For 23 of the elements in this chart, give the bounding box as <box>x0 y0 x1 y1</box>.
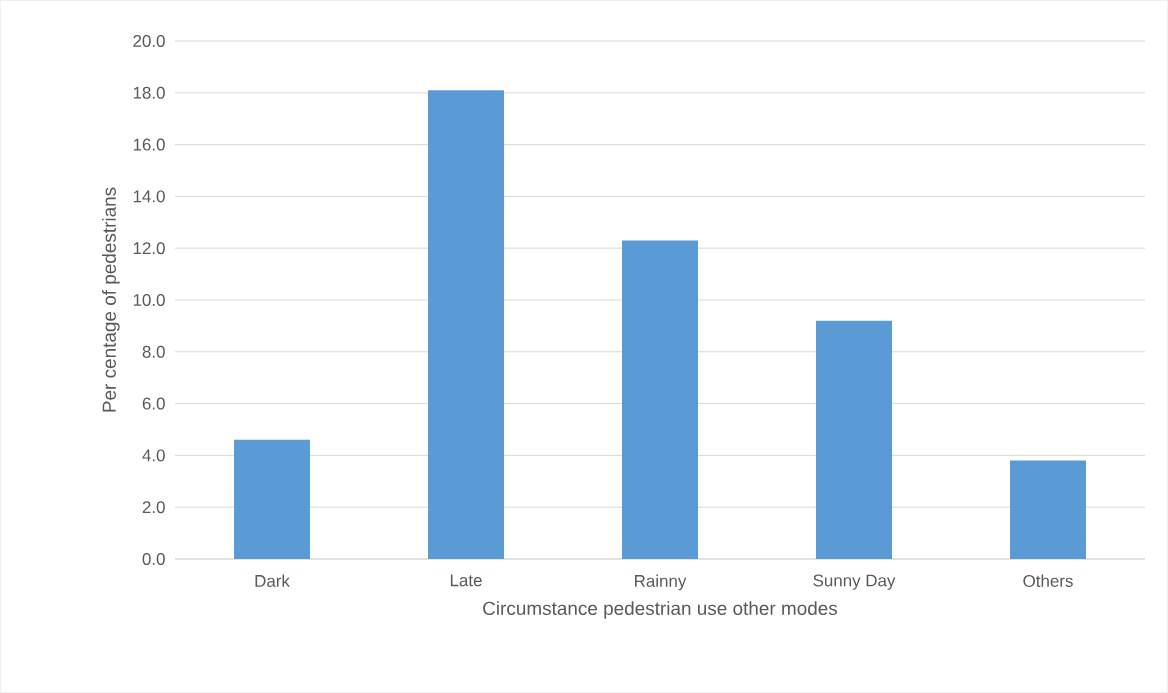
y-tick-label: 0.0 <box>142 552 165 565</box>
y-tick-label: 12.0 <box>133 242 165 255</box>
x-tick-label: Rainny <box>635 574 687 591</box>
bar <box>816 320 893 559</box>
y-tick-label: 10.0 <box>133 293 165 306</box>
x-tick-label: Sunny Day <box>813 574 896 590</box>
y-tick-label: 16.0 <box>133 138 165 151</box>
y-tick-label: 18.0 <box>133 86 165 99</box>
bar <box>428 90 505 559</box>
x-tick-label: Dark <box>255 574 290 587</box>
x-tick-label: Late <box>450 574 482 587</box>
y-tick-label: 4.0 <box>142 449 165 462</box>
y-axis-title: Per centage of pedestrians <box>102 187 120 412</box>
y-tick-label: 6.0 <box>142 397 165 410</box>
bar <box>234 439 311 559</box>
y-tick-label: 14.0 <box>133 190 165 203</box>
bar <box>622 240 699 559</box>
bar <box>1010 460 1087 559</box>
y-tick-label: 2.0 <box>142 501 165 514</box>
x-axis-title: Circumstance pedestrian use other modes <box>483 601 838 619</box>
y-tick-label: 8.0 <box>142 345 165 358</box>
y-tick-label: 20.0 <box>133 34 165 47</box>
x-tick-label: Others <box>1023 574 1073 587</box>
